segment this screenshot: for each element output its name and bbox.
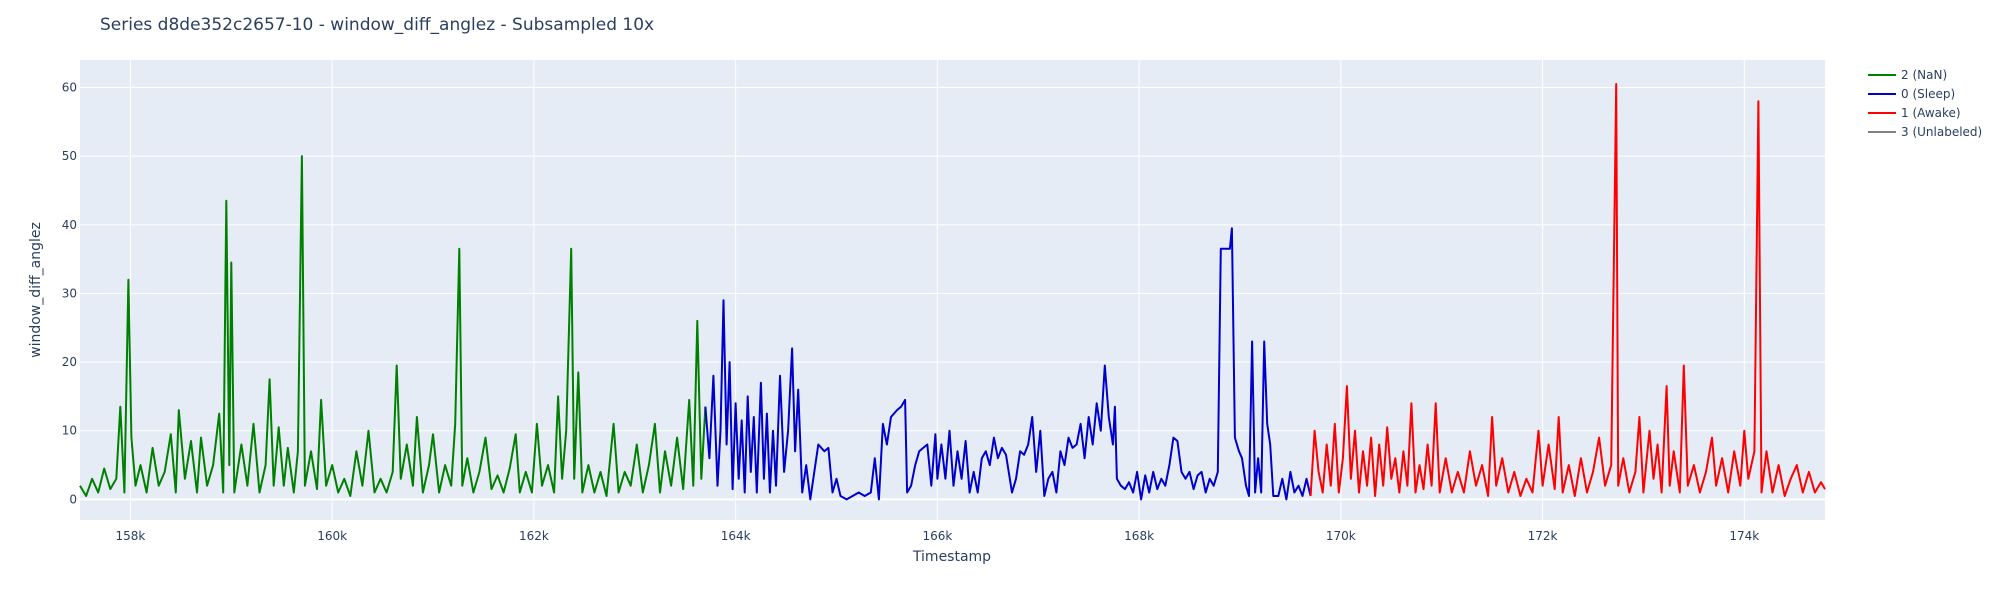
x-tick-label: 160k xyxy=(317,529,347,543)
x-axis-title: Timestamp xyxy=(912,549,991,565)
x-tick-label: 168k xyxy=(1124,529,1154,543)
chart-title: Series d8de352c2657-10 - window_diff_ang… xyxy=(100,15,654,35)
y-tick-label: 10 xyxy=(62,424,77,438)
y-tick-label: 50 xyxy=(62,149,77,163)
legend-label: 0 (Sleep) xyxy=(1901,87,1955,101)
y-tick-label: 20 xyxy=(62,355,77,369)
y-tick-label: 0 xyxy=(69,492,77,506)
y-tick-label: 40 xyxy=(62,218,77,232)
x-axis-ticks: 158k 160k 162k 164k 166k 168k 170k 172k 174k xyxy=(116,529,1760,543)
x-tick-label: 164k xyxy=(721,529,751,543)
series-line-1 xyxy=(1309,83,1826,497)
y-tick-label: 30 xyxy=(62,286,77,300)
x-tick-label: 174k xyxy=(1729,529,1759,543)
legend: 2 (NaN) 0 (Sleep) 1 (Awake) 3 (Unlabeled) xyxy=(1868,68,1982,139)
y-axis-ticks: 0 10 20 30 40 50 60 xyxy=(62,80,77,506)
x-tick-label: 170k xyxy=(1326,529,1356,543)
series-line-2 xyxy=(79,155,707,497)
series-line-0 xyxy=(704,227,1312,501)
legend-label: 3 (Unlabeled) xyxy=(1901,125,1982,139)
x-tick-label: 166k xyxy=(922,529,952,543)
y-axis-title: window_diff_anglez xyxy=(28,222,44,358)
series-lines xyxy=(79,83,1826,501)
legend-item[interactable]: 3 (Unlabeled) xyxy=(1868,125,1982,139)
gridlines xyxy=(80,60,1825,520)
legend-label: 2 (NaN) xyxy=(1901,68,1947,82)
x-tick-label: 162k xyxy=(519,529,549,543)
y-tick-label: 60 xyxy=(62,80,77,94)
x-tick-label: 172k xyxy=(1528,529,1558,543)
plot-area xyxy=(80,60,1825,520)
legend-label: 1 (Awake) xyxy=(1901,106,1961,120)
legend-item[interactable]: 0 (Sleep) xyxy=(1868,87,1955,101)
legend-item[interactable]: 2 (NaN) xyxy=(1868,68,1947,82)
x-tick-label: 158k xyxy=(116,529,146,543)
legend-item[interactable]: 1 (Awake) xyxy=(1868,106,1961,120)
